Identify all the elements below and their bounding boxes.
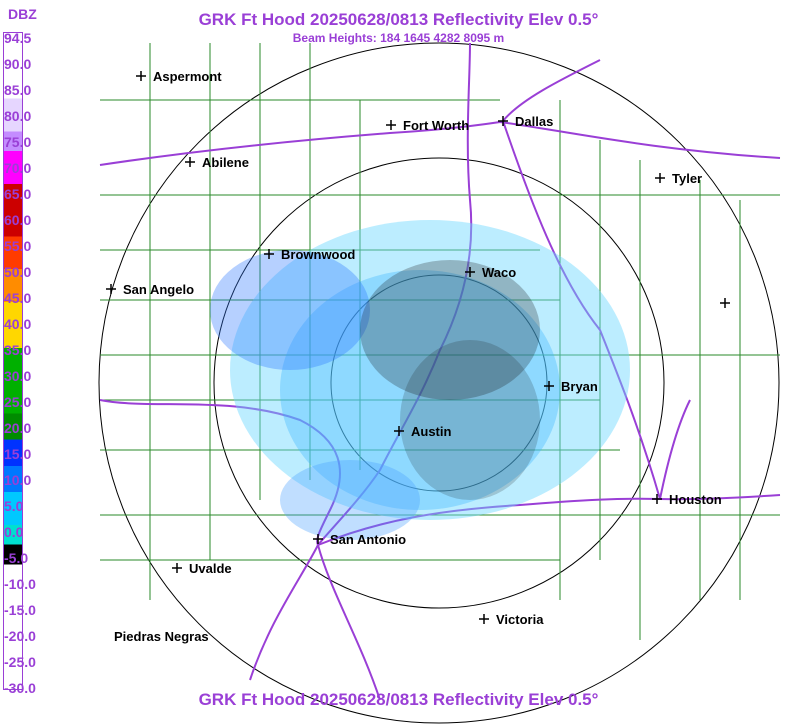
city-bryan: Bryan xyxy=(544,379,598,394)
legend-label: -15.0 xyxy=(4,602,36,618)
legend-label: 65.0 xyxy=(4,186,32,202)
range-ring-inner xyxy=(330,274,548,492)
city-san-angelo: San Angelo xyxy=(106,282,194,297)
city-label: San Antonio xyxy=(330,532,406,547)
legend-label: -20.0 xyxy=(4,628,36,644)
city-aspermont: Aspermont xyxy=(136,69,222,84)
city-uvalde: Uvalde xyxy=(172,561,232,576)
legend-label: 80.0 xyxy=(4,108,32,124)
legend-label: 5.0 xyxy=(4,498,24,514)
city-label: Waco xyxy=(482,265,516,280)
legend-label: 10.0 xyxy=(4,472,32,488)
city-label: Austin xyxy=(411,424,452,439)
city-brownwood: Brownwood xyxy=(264,247,355,262)
city-austin: Austin xyxy=(394,424,452,439)
legend-label: 50.0 xyxy=(4,264,32,280)
city-label: Dallas xyxy=(515,114,553,129)
city-abilene: Abilene xyxy=(185,155,249,170)
legend-label: -25.0 xyxy=(4,654,36,670)
city-marker xyxy=(720,298,730,308)
city-label: Fort Worth xyxy=(403,118,469,133)
map-title: GRK Ft Hood 20250628/0813 Reflectivity E… xyxy=(198,10,599,29)
legend-label: -30.0 xyxy=(4,680,36,696)
legend-label: -5.0 xyxy=(4,550,29,566)
city-label: San Angelo xyxy=(123,282,194,297)
city-fort-worth: Fort Worth xyxy=(386,118,469,133)
legend-label: 30.0 xyxy=(4,368,32,384)
city-markers: Aspermont Fort Worth Dallas Abilene Tyler Bro… xyxy=(106,69,730,644)
legend-label: 55.0 xyxy=(4,238,32,254)
legend-label: 0.0 xyxy=(4,524,24,540)
city-label: Piedras Negras xyxy=(114,629,209,644)
city-tyler: Tyler xyxy=(655,171,702,186)
legend-label: 15.0 xyxy=(4,446,32,462)
legend-label: -10.0 xyxy=(4,576,36,592)
city-label: Aspermont xyxy=(153,69,222,84)
legend-label: 85.0 xyxy=(4,82,32,98)
city-victoria: Victoria xyxy=(479,612,544,627)
city-waco: Waco xyxy=(465,265,516,280)
legend-label: 25.0 xyxy=(4,394,32,410)
legend-label: 40.0 xyxy=(4,316,32,332)
city-label: Abilene xyxy=(202,155,249,170)
legend-label: 60.0 xyxy=(4,212,32,228)
legend-unit-label: DBZ xyxy=(8,6,37,22)
city-label: Tyler xyxy=(672,171,702,186)
map-footer-title: GRK Ft Hood 20250628/0813 Reflectivity E… xyxy=(198,690,599,709)
legend-label: 45.0 xyxy=(4,290,32,306)
city-label: Victoria xyxy=(496,612,544,627)
city-label: Brownwood xyxy=(281,247,355,262)
city-piedras-negras: Piedras Negras xyxy=(114,629,209,644)
city-houston: Houston xyxy=(652,492,722,507)
beam-heights-subtitle: Beam Heights: 184 1645 4282 8095 m xyxy=(292,31,505,45)
county-lines xyxy=(100,43,780,640)
city-san-antonio: San Antonio xyxy=(313,532,406,547)
radar-echoes xyxy=(210,220,630,540)
legend-label: 94.5 xyxy=(4,30,32,46)
legend-label: 70.0 xyxy=(4,160,32,176)
legend-label: 20.0 xyxy=(4,420,32,436)
city-dallas: Dallas xyxy=(498,114,553,129)
range-ring-outer xyxy=(98,42,780,724)
city-label: Bryan xyxy=(561,379,598,394)
highways xyxy=(99,42,781,701)
legend-label: 90.0 xyxy=(4,56,32,72)
legend-label: 75.0 xyxy=(4,134,32,150)
legend-label: 35.0 xyxy=(4,342,32,358)
dbz-color-scale xyxy=(3,32,23,690)
city-label: Uvalde xyxy=(189,561,232,576)
range-ring-middle xyxy=(213,157,665,609)
city-label: Houston xyxy=(669,492,722,507)
